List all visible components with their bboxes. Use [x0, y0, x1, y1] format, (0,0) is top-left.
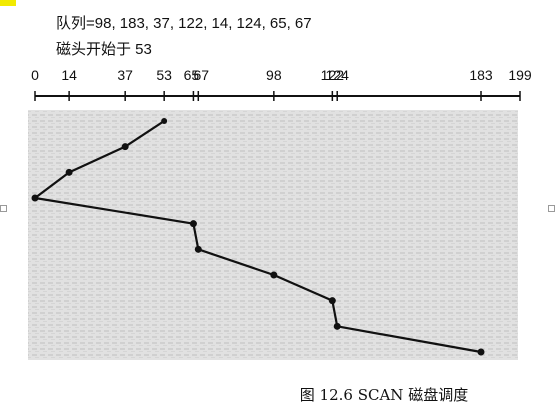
axis-tick-label: 37 — [117, 67, 133, 83]
path-point — [121, 143, 129, 151]
path-point — [31, 194, 39, 202]
path-segment — [68, 145, 126, 174]
axis-tick-label: 199 — [508, 67, 532, 83]
path-point — [194, 245, 202, 253]
queue-label: 队列=98, 183, 37, 122, 14, 124, 65, 67 — [56, 15, 312, 32]
axis-tick-label: 122 — [321, 67, 345, 83]
right-resize-handle[interactable] — [548, 205, 555, 212]
path-segment — [34, 196, 194, 225]
path-point — [328, 297, 336, 305]
background-texture — [28, 110, 518, 360]
axis-ticks — [34, 91, 521, 101]
path-point — [161, 118, 168, 124]
axis-tick-label: 14 — [61, 67, 77, 83]
left-resize-handle[interactable] — [0, 205, 7, 212]
head-start-label: 磁头开始于 53 — [56, 41, 152, 58]
path-point — [189, 220, 197, 228]
head-movement-points — [31, 118, 485, 356]
path-point — [65, 168, 73, 176]
path-segment — [337, 325, 482, 354]
axis-tick-label: 67 — [194, 67, 210, 83]
head-movement-path — [34, 120, 482, 354]
path-segment — [197, 248, 275, 277]
path-point — [333, 322, 341, 330]
selection-corner-marker — [0, 0, 16, 6]
path-segment — [124, 120, 165, 148]
path-point — [477, 348, 485, 356]
axis-tick-label: 183 — [469, 67, 493, 83]
figure-caption: 图 12.6 SCAN 磁盘调度 — [300, 386, 468, 404]
axis-tick-label: 53 — [156, 67, 172, 83]
axis-tick-label: 65 — [184, 67, 200, 83]
path-segment — [34, 171, 70, 199]
path-segment — [192, 223, 200, 250]
path-point — [270, 271, 278, 279]
path-segment — [273, 273, 333, 302]
axis-tick-label: 0 — [31, 67, 39, 83]
path-segment — [331, 300, 339, 327]
axis-tick-label: 124 — [326, 67, 350, 83]
axis-tick-label: 98 — [266, 67, 282, 83]
